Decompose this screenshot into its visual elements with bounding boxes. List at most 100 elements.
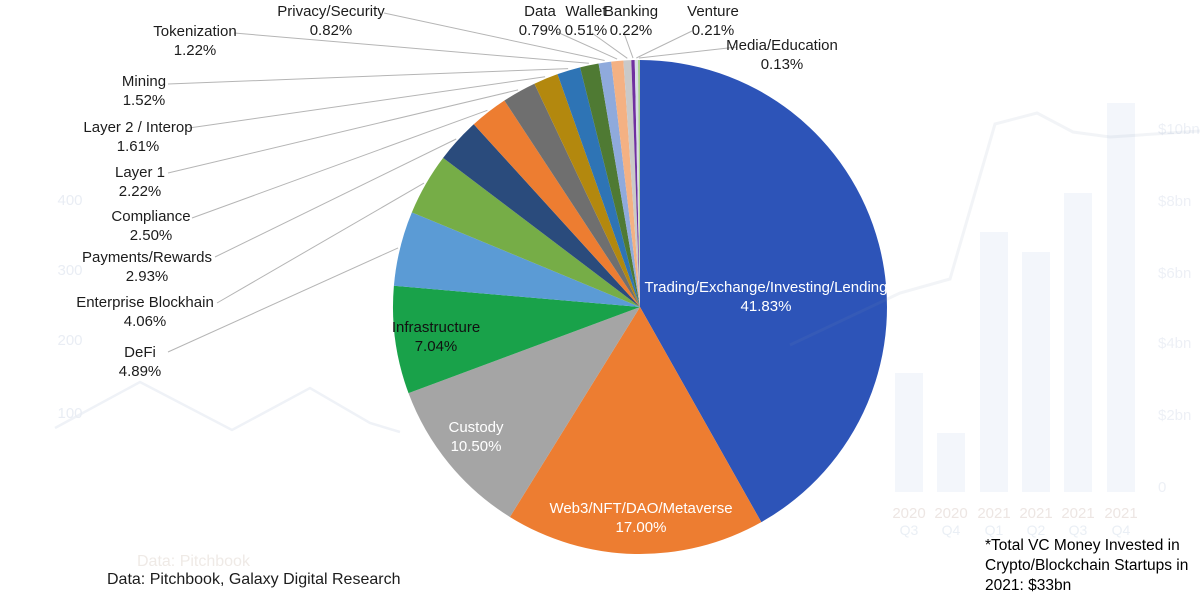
pie-slice-web3-nft-dao-metaverse	[509, 307, 762, 554]
watermark-bar	[937, 433, 965, 492]
pie-slice-tokenization	[580, 63, 640, 307]
watermark-axis-label: $4bn	[1158, 335, 1191, 352]
slice-label-value: 0.82%	[309, 22, 353, 39]
pie-slice-infrastructure	[392, 285, 640, 394]
slice-label-name: DeFi	[124, 344, 156, 361]
slice-label-layer-1: Layer 1 2.22%	[115, 163, 165, 201]
leader-line-layer-2-interop	[188, 76, 546, 129]
watermark-year-label: 2021	[1061, 505, 1094, 522]
slice-label-name: Media/Education	[726, 37, 838, 54]
slice-label-data: Data 0.79%	[519, 2, 562, 40]
leader-line-defi	[167, 247, 399, 353]
watermark-bar	[980, 232, 1008, 492]
slice-label-name: Wallet	[565, 3, 607, 20]
watermark-bar	[895, 373, 923, 492]
pie-slice-layer-2-interop	[534, 74, 640, 308]
leader-line-layer-1	[167, 89, 519, 174]
slice-label-value: 0.51%	[564, 22, 608, 39]
watermark-bar	[1107, 103, 1135, 492]
watermark-bar	[1022, 252, 1050, 492]
watermark-year-label: 2020	[934, 505, 967, 522]
watermark-quarter-label: Q4	[1112, 522, 1131, 538]
slice-label-banking: Banking 0.22%	[604, 2, 658, 40]
slice-label-value: 0.22%	[609, 22, 653, 39]
watermark-quarter-label: Q1	[985, 522, 1004, 538]
pie-slice-venture	[634, 60, 640, 308]
watermark-axis-label: 300	[57, 262, 82, 279]
watermark-bars	[895, 103, 1135, 492]
pie-slice-layer-1	[504, 83, 640, 308]
slice-label-defi: DeFi 4.89%	[119, 343, 162, 381]
watermark-quarter-label: Q4	[942, 522, 961, 538]
pie-slice-enterprise-blockhain	[411, 157, 640, 307]
watermark-ghost-caption: Data: Pitchbook	[137, 553, 251, 570]
slice-label-privacy-security: Privacy/Security 0.82%	[277, 2, 385, 40]
watermark-year-label: 2021	[1104, 505, 1137, 522]
watermark-bar	[1064, 193, 1092, 492]
watermark-quarter-labels: Q3 Q4 Q1 Q2 Q3 Q4	[900, 522, 1131, 538]
slice-label-enterprise-blockhain: Enterprise Blockhain 4.06%	[76, 293, 214, 331]
watermark-axis-label: 200	[57, 332, 82, 349]
pie-slice-data	[611, 60, 640, 308]
slice-label-value: 2.93%	[125, 268, 169, 285]
watermark-axis-label: $10bn	[1158, 121, 1200, 138]
slice-label-name: Data	[524, 3, 556, 20]
slice-label-value: 4.89%	[118, 363, 162, 380]
pie-slice-banking	[631, 60, 640, 308]
slice-label-name: Payments/Rewards	[81, 249, 213, 266]
slice-label-compliance: Compliance 2.50%	[111, 207, 190, 245]
slice-label-web3-nft-dao-metaverse: Web3/NFT/DAO/Metaverse 17.00%	[549, 499, 732, 537]
slice-label-value: 10.50%	[450, 438, 502, 455]
pie-slice-compliance	[473, 100, 640, 307]
watermark-quarter-label: Q3	[1069, 522, 1088, 538]
watermark-axis-label: 0	[1158, 479, 1166, 496]
watermark-quarter-label: Q2	[1027, 522, 1046, 538]
leader-line-mining	[167, 68, 569, 85]
slice-label-name: Privacy/Security	[277, 3, 385, 20]
watermark-year-labels: 2020 2020 2021 2021 2021 2021	[892, 505, 1137, 522]
pie-slice-payments-rewards	[443, 124, 640, 307]
slice-label-value: 2.50%	[129, 227, 173, 244]
watermark-axis-label: $8bn	[1158, 193, 1191, 210]
watermark-year-label: 2021	[1019, 505, 1052, 522]
slice-label-tokenization: Tokenization 1.22%	[153, 22, 236, 60]
watermark-axis-label: $6bn	[1158, 265, 1191, 282]
leader-line-data	[556, 31, 618, 60]
slice-label-wallet: Wallet 0.51%	[565, 2, 608, 40]
slice-label-value: 0.21%	[691, 22, 735, 39]
slice-label-layer-2-interop: Layer 2 / Interop 1.61%	[83, 118, 192, 156]
slice-label-value: 0.79%	[518, 22, 562, 39]
slice-label-value: 17.00%	[615, 519, 667, 536]
leader-line-wallet	[591, 32, 628, 59]
pie-slice-media-education	[637, 60, 640, 307]
slice-label-name: Infrastructure	[391, 319, 481, 336]
slice-label-value: 2.22%	[118, 183, 162, 200]
slice-label-value: 0.13%	[760, 56, 804, 73]
slice-label-trading-exchange-investing-lending: Trading/Exchange/Investing/Lending 41.83%	[645, 278, 888, 316]
watermark-line-left	[54, 380, 401, 434]
watermark-axis-label: 100	[57, 405, 82, 422]
slice-label-infrastructure: Infrastructure 7.04%	[392, 318, 480, 356]
leader-line-tokenization	[233, 32, 589, 64]
leader-line-venture	[636, 30, 693, 59]
slice-label-name: Web3/NFT/DAO/Metaverse	[549, 500, 733, 517]
slice-label-media-education: Media/Education 0.13%	[726, 36, 838, 74]
slice-label-mining: Mining 1.52%	[122, 72, 166, 110]
slice-label-value: 1.61%	[116, 138, 160, 155]
watermark-axis-label: $2bn	[1158, 407, 1191, 424]
leader-line-media-education	[638, 46, 738, 59]
watermark-left-axis: 400 300 200 100	[57, 192, 82, 422]
slice-label-name: Enterprise Blockhain	[76, 294, 214, 311]
watermark-year-label: 2021	[977, 505, 1010, 522]
slice-label-name: Layer 2 / Interop	[83, 119, 193, 136]
slice-label-value: 1.22%	[173, 42, 217, 59]
watermark-quarter-label: Q3	[900, 522, 919, 538]
watermark-right-axis: $10bn $8bn $6bn $4bn $2bn 0	[1158, 121, 1200, 496]
slice-label-value: 7.04%	[414, 338, 458, 355]
slice-label-value: 1.52%	[122, 92, 166, 109]
leader-line-privacy-security	[383, 12, 605, 61]
pie-slice-defi	[393, 212, 640, 307]
